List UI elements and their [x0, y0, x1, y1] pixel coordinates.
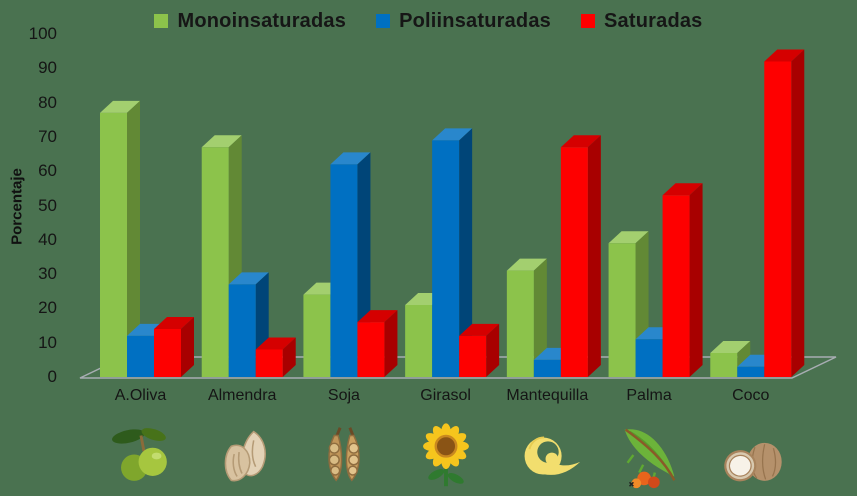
bar-Saturadas-Palma — [662, 195, 690, 377]
bar-Monoinsaturadas-Mantequilla — [506, 270, 534, 377]
bar-Saturadas-Coco — [764, 61, 792, 377]
bar-Monoinsaturadas-Soja — [303, 294, 331, 377]
category-label-palma: Palma — [626, 387, 672, 404]
bar-Saturadas-A.Oliva — [154, 328, 181, 377]
palm-frond-icon — [610, 416, 688, 494]
legend-label: Saturadas — [604, 9, 703, 32]
bar-Saturadas-Almendra — [255, 349, 283, 377]
bar-Monoinsaturadas-Girasol — [405, 304, 433, 377]
bar-top-Saturadas-Girasol — [459, 323, 500, 336]
category-label-girasol: Girasol — [420, 387, 471, 404]
bar-top-Poliinsaturadas-Soja — [330, 152, 371, 165]
y-tick-label: 30 — [38, 264, 57, 284]
category-label-aoliva: A.Oliva — [114, 387, 167, 404]
bar-top-Monoinsaturadas-Mantequilla — [506, 258, 547, 271]
category-label-coco: Coco — [732, 387, 770, 404]
bar-Poliinsaturadas-Coco — [737, 366, 765, 377]
legend-label: Monoinsaturadas — [177, 9, 347, 32]
legend-item-saturadas: Saturadas — [581, 8, 703, 34]
bar-side-Saturadas-Girasol — [486, 323, 500, 377]
bar-top-Monoinsaturadas-A.Oliva — [100, 100, 140, 113]
bar-top-Saturadas-Soja — [357, 310, 398, 323]
bar-top-Saturadas-Coco — [764, 49, 805, 62]
bar-top-Monoinsaturadas-Coco — [710, 340, 751, 353]
y-tick-label: 10 — [38, 332, 57, 352]
bar-top-Poliinsaturadas-Girasol — [432, 128, 473, 141]
y-tick-label: 40 — [38, 229, 57, 249]
bar-Saturadas-Girasol — [459, 335, 487, 377]
bar-Poliinsaturadas-A.Oliva — [127, 335, 154, 377]
bar-Monoinsaturadas-Palma — [608, 243, 636, 377]
bar-top-Monoinsaturadas-Almendra — [201, 135, 242, 148]
bar-Saturadas-Soja — [357, 322, 385, 377]
bar-Monoinsaturadas-A.Oliva — [100, 112, 127, 377]
coconut-icon — [712, 416, 790, 494]
bar-side-Saturadas-Coco — [791, 49, 805, 377]
bar-top-Saturadas-Almendra — [255, 337, 296, 350]
bar-top-Saturadas-A.Oliva — [154, 316, 194, 329]
bar-side-Monoinsaturadas-A.Oliva — [127, 100, 140, 377]
bar-Saturadas-Mantequilla — [560, 147, 588, 377]
bar-top-Saturadas-Palma — [662, 183, 703, 196]
almond-icon — [203, 416, 281, 494]
y-tick-label: 0 — [47, 367, 57, 386]
bar-Poliinsaturadas-Girasol — [432, 140, 460, 377]
bar-top-Poliinsaturadas-Almendra — [228, 272, 269, 285]
bar-Poliinsaturadas-Soja — [330, 164, 358, 377]
y-tick-label: 80 — [38, 92, 57, 112]
y-tick-label: 60 — [38, 161, 57, 181]
y-tick-label: 100 — [28, 24, 57, 43]
y-tick-label: 70 — [38, 126, 57, 146]
bar-Poliinsaturadas-Mantequilla — [533, 359, 561, 377]
bar-Poliinsaturadas-Palma — [635, 339, 663, 377]
category-label-almendra: Almendra — [207, 387, 277, 404]
category-label-soja: Soja — [327, 387, 360, 404]
bar-Poliinsaturadas-Almendra — [228, 284, 256, 377]
legend-item-poliinsaturadas: Poliinsaturadas — [376, 8, 551, 34]
legend: Monoinsaturadas Poliinsaturadas Saturada… — [0, 8, 857, 34]
legend-item-monoinsaturadas: Monoinsaturadas — [154, 8, 346, 34]
bar-side-Poliinsaturadas-Girasol — [459, 128, 473, 377]
bar-side-Saturadas-A.Oliva — [181, 316, 194, 377]
y-tick-label: 50 — [38, 195, 57, 215]
legend-swatch-saturadas — [581, 14, 595, 28]
bar-side-Saturadas-Almendra — [282, 337, 296, 377]
bar-side-Monoinsaturadas-Mantequilla — [533, 258, 547, 377]
category-label-mantequilla: Mantequilla — [506, 387, 589, 404]
y-tick-label: 90 — [38, 58, 57, 78]
legend-swatch-monoinsaturadas — [154, 14, 169, 28]
soybean-pods-icon — [305, 416, 383, 494]
sunflower-icon — [407, 416, 485, 494]
legend-label: Poliinsaturadas — [399, 9, 551, 32]
y-tick-label: 20 — [38, 298, 57, 318]
butter-curl-icon — [508, 416, 586, 494]
bar-Monoinsaturadas-Coco — [710, 352, 738, 377]
olive-icon — [102, 416, 180, 494]
bar-Monoinsaturadas-Almendra — [201, 147, 229, 377]
legend-swatch-poliinsaturadas — [376, 14, 391, 28]
bar-side-Saturadas-Mantequilla — [587, 135, 601, 377]
bar-side-Saturadas-Palma — [689, 183, 703, 377]
bar-top-Monoinsaturadas-Palma — [608, 231, 649, 244]
bar-top-Saturadas-Mantequilla — [560, 135, 601, 148]
bar-side-Saturadas-Soja — [384, 310, 398, 377]
